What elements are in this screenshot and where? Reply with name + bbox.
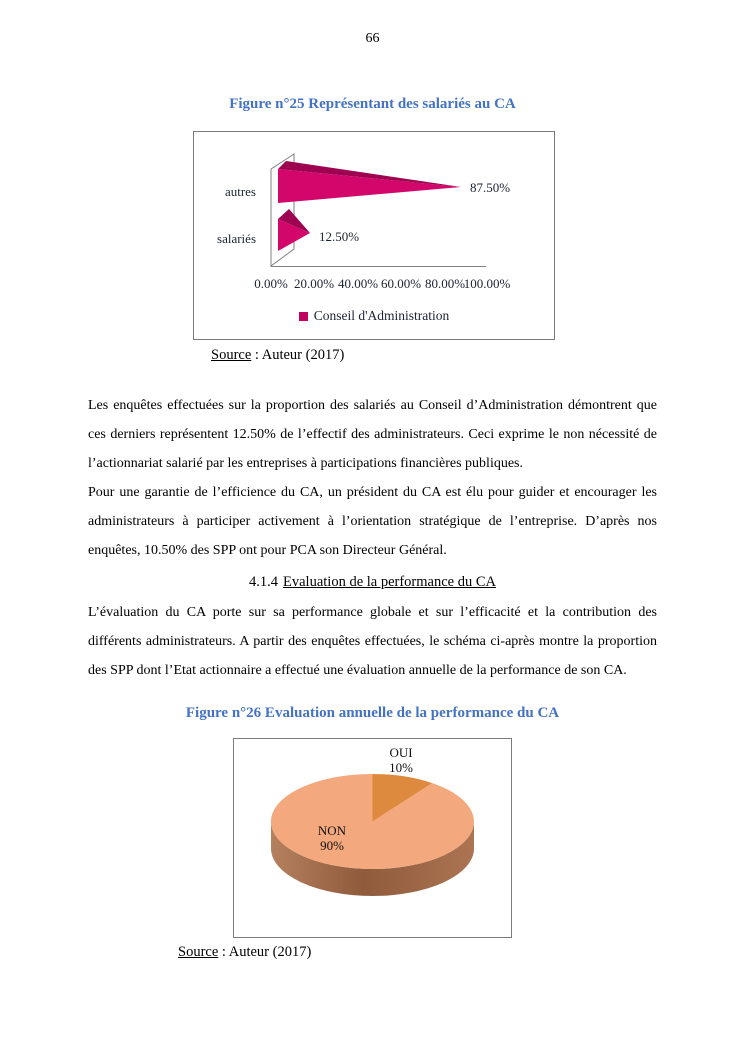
figure26-source: Source : Auteur (2017) bbox=[178, 944, 311, 961]
x-tick-80: 80.00% bbox=[424, 276, 466, 291]
section-number: 4.1.4 bbox=[249, 574, 278, 590]
pie-slice-non bbox=[270, 774, 474, 869]
pie-label-oui-text: OUI bbox=[389, 745, 413, 760]
body-text-block-2: L’évaluation du CA porte sur sa performa… bbox=[88, 598, 657, 685]
bar-salaries-body bbox=[278, 219, 310, 251]
paragraph-2: Pour une garantie de l’efficience du CA,… bbox=[88, 485, 657, 558]
x-tick-0: 0.00% bbox=[254, 276, 288, 291]
source-word: Source bbox=[211, 347, 252, 363]
page-number: 66 bbox=[365, 31, 380, 46]
figure25-chart: autres salariés 87.50% 12.50% 0.00% 20.0… bbox=[193, 131, 555, 340]
cone-bar-chart bbox=[270, 153, 486, 267]
source-rest: : Auteur (2017) bbox=[251, 347, 345, 363]
pie-label-non-value: 90% bbox=[320, 838, 344, 853]
source-word: Source bbox=[178, 944, 219, 960]
source-rest: : Auteur (2017) bbox=[218, 944, 312, 960]
value-label-salaries: 12.50% bbox=[319, 229, 360, 244]
pie-label-oui: OUI 10% bbox=[370, 745, 432, 775]
x-tick-40: 40.00% bbox=[337, 276, 379, 291]
figure26-chart: OUI 10% NON 90% bbox=[233, 738, 512, 938]
legend-label: Conseil d'Administration bbox=[313, 308, 450, 323]
figure25-title: Figure n°25 Représentant des salariés au… bbox=[229, 96, 516, 112]
pie-label-non-text: NON bbox=[317, 823, 347, 838]
figure25-source: Source : Auteur (2017) bbox=[211, 347, 344, 364]
value-label-autres: 87.50% bbox=[470, 180, 511, 195]
bar-autres-top-face bbox=[278, 161, 461, 187]
pie-chart-3d bbox=[270, 774, 474, 896]
paragraph-3: L’évaluation du CA porte sur sa performa… bbox=[88, 605, 657, 678]
pie-label-non: NON 90% bbox=[301, 823, 363, 853]
legend-swatch bbox=[298, 311, 308, 321]
pie-slice-oui bbox=[372, 774, 433, 822]
section-heading-4-1-4: 4.1.4 Evaluation de la performance du CA bbox=[0, 574, 745, 591]
x-tick-60: 60.00% bbox=[380, 276, 422, 291]
x-tick-20: 20.00% bbox=[293, 276, 335, 291]
category-label-salaries: salariés bbox=[217, 231, 256, 246]
chart-legend: Conseil d'Administration bbox=[194, 308, 554, 324]
pie-label-oui-value: 10% bbox=[389, 760, 413, 775]
section-title: Evaluation de la performance du CA bbox=[283, 574, 496, 590]
figure26-title: Figure n°26 Evaluation annuelle de la pe… bbox=[185, 705, 560, 721]
pie-side-rim bbox=[271, 821, 474, 896]
x-tick-100: 100.00% bbox=[463, 276, 511, 291]
bar-autres-body bbox=[278, 169, 461, 203]
category-label-autres: autres bbox=[224, 184, 256, 199]
body-text-block-1: Les enquêtes effectuées sur la proportio… bbox=[88, 391, 657, 565]
bar-salaries-top-face bbox=[278, 209, 310, 233]
paragraph-1: Les enquêtes effectuées sur la proportio… bbox=[88, 398, 657, 471]
